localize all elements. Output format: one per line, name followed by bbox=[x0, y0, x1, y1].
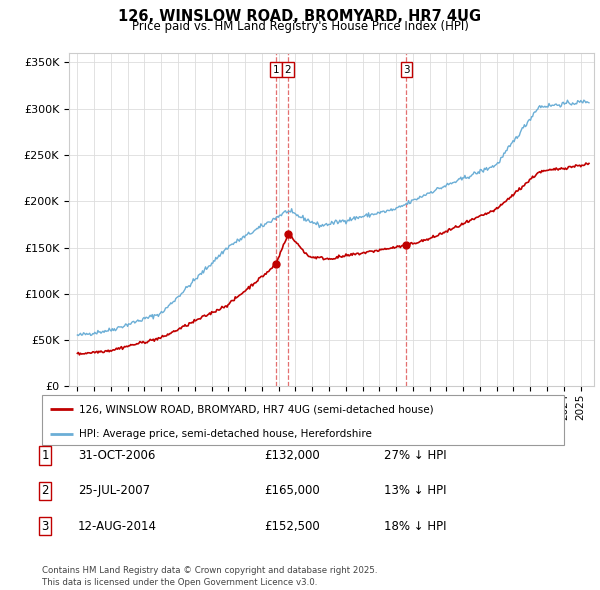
Text: Contains HM Land Registry data © Crown copyright and database right 2025.
This d: Contains HM Land Registry data © Crown c… bbox=[42, 566, 377, 587]
Text: 25-JUL-2007: 25-JUL-2007 bbox=[78, 484, 150, 497]
Text: 13% ↓ HPI: 13% ↓ HPI bbox=[384, 484, 446, 497]
Text: 3: 3 bbox=[41, 520, 49, 533]
Text: HPI: Average price, semi-detached house, Herefordshire: HPI: Average price, semi-detached house,… bbox=[79, 430, 371, 440]
Text: 1: 1 bbox=[272, 65, 279, 75]
Text: £165,000: £165,000 bbox=[264, 484, 320, 497]
Text: £132,000: £132,000 bbox=[264, 449, 320, 462]
Text: 12-AUG-2014: 12-AUG-2014 bbox=[78, 520, 157, 533]
Text: 2: 2 bbox=[41, 484, 49, 497]
FancyBboxPatch shape bbox=[42, 395, 564, 445]
Text: 18% ↓ HPI: 18% ↓ HPI bbox=[384, 520, 446, 533]
Text: 31-OCT-2006: 31-OCT-2006 bbox=[78, 449, 155, 462]
Text: Price paid vs. HM Land Registry's House Price Index (HPI): Price paid vs. HM Land Registry's House … bbox=[131, 20, 469, 33]
Text: 126, WINSLOW ROAD, BROMYARD, HR7 4UG: 126, WINSLOW ROAD, BROMYARD, HR7 4UG bbox=[118, 9, 482, 24]
Text: 3: 3 bbox=[403, 65, 410, 75]
Text: £152,500: £152,500 bbox=[264, 520, 320, 533]
Text: 126, WINSLOW ROAD, BROMYARD, HR7 4UG (semi-detached house): 126, WINSLOW ROAD, BROMYARD, HR7 4UG (se… bbox=[79, 404, 433, 414]
Text: 2: 2 bbox=[285, 65, 292, 75]
Text: 1: 1 bbox=[41, 449, 49, 462]
Text: 27% ↓ HPI: 27% ↓ HPI bbox=[384, 449, 446, 462]
